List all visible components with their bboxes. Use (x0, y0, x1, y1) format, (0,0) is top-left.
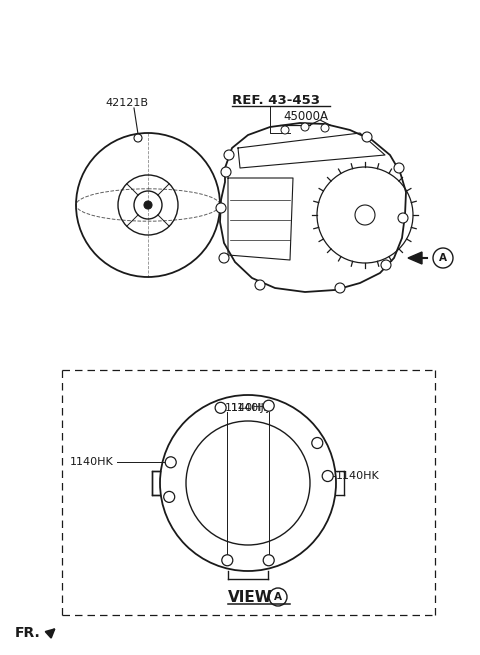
Text: A: A (274, 592, 282, 602)
Polygon shape (408, 252, 422, 264)
Circle shape (255, 280, 265, 290)
Circle shape (394, 163, 404, 173)
Text: 45000A: 45000A (283, 109, 328, 122)
Circle shape (221, 167, 231, 177)
Circle shape (362, 132, 372, 142)
Text: VIEW: VIEW (228, 590, 273, 605)
Circle shape (164, 491, 175, 502)
Circle shape (381, 260, 391, 270)
Circle shape (263, 400, 274, 411)
Circle shape (281, 126, 289, 134)
Circle shape (398, 213, 408, 223)
Circle shape (219, 253, 229, 263)
Text: 1140HK: 1140HK (70, 457, 114, 467)
Text: FR.: FR. (15, 626, 41, 640)
Text: 1140HK: 1140HK (336, 471, 380, 481)
Circle shape (144, 201, 152, 209)
Circle shape (216, 203, 226, 213)
Text: REF. 43-453: REF. 43-453 (232, 94, 320, 107)
Circle shape (263, 555, 274, 566)
Text: 1140HJ: 1140HJ (225, 403, 265, 413)
Circle shape (215, 402, 226, 413)
Circle shape (222, 555, 233, 566)
Text: 1140HJ: 1140HJ (231, 403, 271, 413)
Circle shape (312, 438, 323, 449)
Text: A: A (439, 253, 447, 263)
Circle shape (335, 283, 345, 293)
Circle shape (224, 150, 234, 160)
Text: 42121B: 42121B (105, 98, 148, 108)
Circle shape (134, 134, 142, 142)
Circle shape (301, 123, 309, 131)
Circle shape (322, 470, 333, 481)
Circle shape (165, 457, 176, 468)
Circle shape (321, 124, 329, 132)
